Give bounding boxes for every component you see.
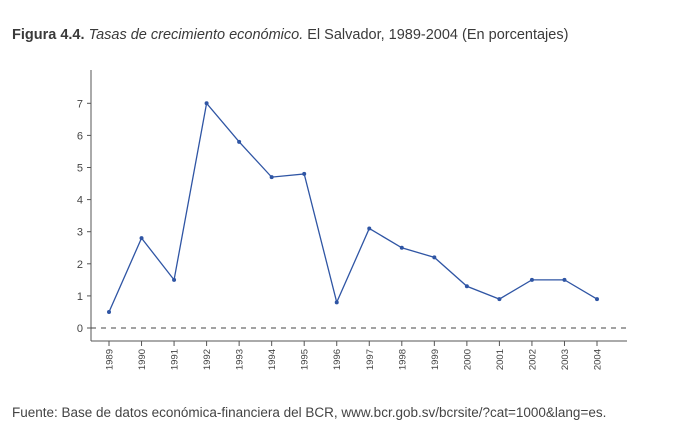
x-tick-label: 1991 (170, 349, 181, 370)
x-tick-label: 1997 (365, 349, 376, 370)
data-point (237, 139, 242, 144)
chart-axes: 0 1 2 3 4 5 6 7 (77, 70, 627, 342)
x-tick-label: 1992 (202, 349, 213, 370)
data-point (562, 277, 567, 282)
data-point (464, 284, 469, 289)
x-tick-label: 1993 (235, 349, 246, 370)
y-tick-label: 2 (77, 259, 83, 271)
x-tick-label: 1998 (397, 349, 408, 370)
figure-label: Figura 4.4. (12, 27, 85, 43)
chart-title: Tasas de crecimiento económico. (88, 27, 304, 43)
series-line (108, 101, 598, 313)
y-tick-label: 6 (77, 130, 83, 142)
data-point (399, 245, 404, 250)
x-tick-label: 1989 (105, 349, 116, 370)
data-point (595, 297, 599, 302)
y-tick-label: 3 (77, 227, 83, 239)
data-point (529, 277, 534, 282)
x-tick-label: 2001 (495, 349, 506, 370)
x-tick-label: 2000 (462, 349, 473, 370)
data-point (497, 297, 502, 302)
x-tick-label: 1994 (267, 349, 278, 370)
data-point (107, 309, 111, 314)
data-point (367, 226, 372, 231)
y-tick-label: 4 (77, 195, 83, 207)
x-tick-label: 2003 (560, 349, 571, 370)
x-tick-label: 1996 (332, 349, 343, 370)
y-tick-label: 1 (77, 291, 83, 303)
data-point (172, 277, 177, 282)
data-point (334, 300, 339, 305)
data-point (269, 175, 274, 180)
y-tick-label: 7 (77, 98, 83, 110)
series-group (107, 101, 599, 314)
data-point (302, 171, 307, 176)
chart-units: (En porcentajes) (462, 27, 569, 43)
x-tick-label: 2004 (593, 349, 604, 370)
y-tick-label: 0 (77, 323, 83, 335)
data-point (432, 255, 437, 260)
data-point (204, 101, 209, 106)
x-tick-labels: 1989 1990 1991 1992 1993 1994 1995 1996 1997 1998… (105, 341, 604, 370)
figure-caption: Figura 4.4. Tasas de crecimiento económi… (12, 27, 568, 43)
data-point (139, 236, 144, 241)
chart-place-years: El Salvador, 1989-2004 (307, 27, 458, 43)
y-tick-label: 5 (77, 163, 83, 175)
source-note: Fuente: Base de datos económica-financie… (12, 405, 607, 420)
x-tick-label: 2002 (527, 349, 538, 370)
x-tick-label: 1995 (300, 349, 311, 370)
x-tick-label: 1990 (137, 349, 148, 370)
x-tick-label: 1999 (430, 349, 441, 370)
